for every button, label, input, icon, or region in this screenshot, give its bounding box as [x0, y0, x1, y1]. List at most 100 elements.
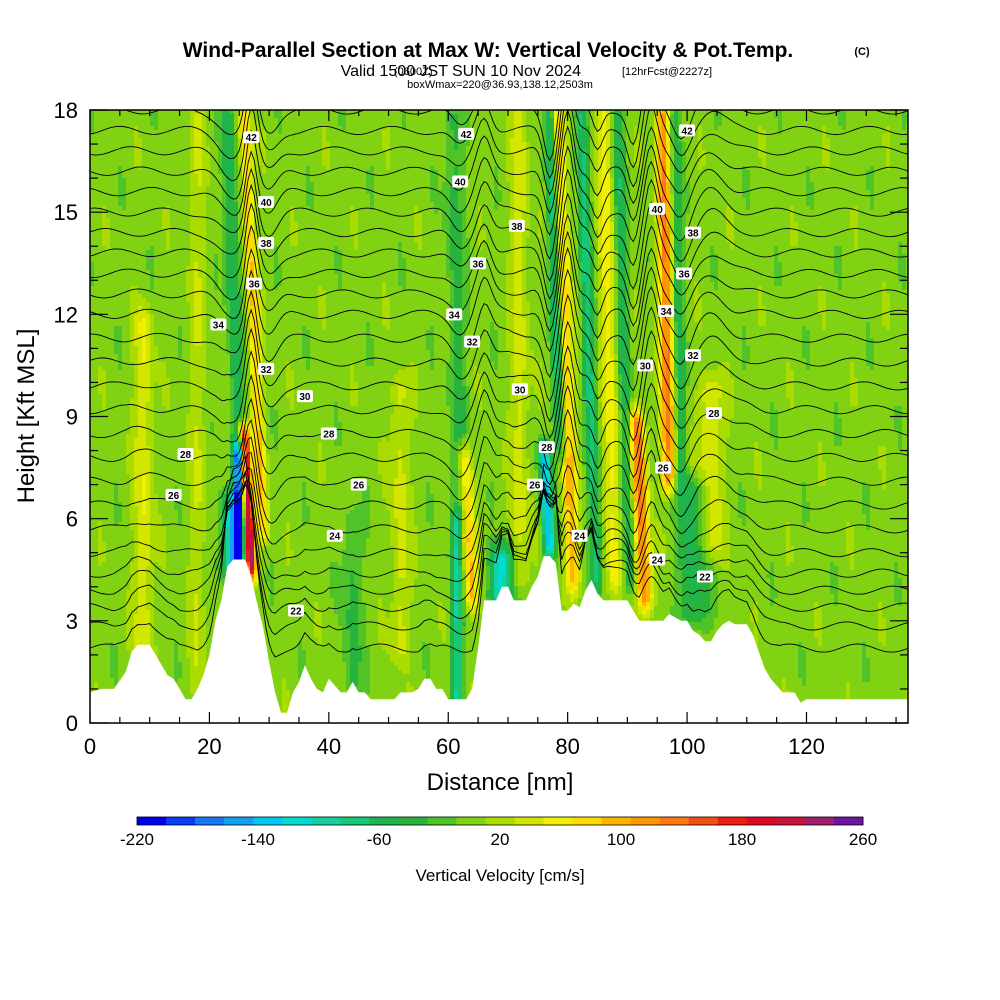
velocity-cell [110, 298, 115, 303]
velocity-cell [114, 334, 119, 339]
velocity-cell [102, 570, 107, 575]
velocity-cell [110, 178, 115, 183]
velocity-cell [102, 194, 107, 199]
velocity-cell [94, 406, 99, 411]
velocity-cell [114, 506, 119, 511]
velocity-cell [114, 462, 119, 467]
velocity-cell [110, 602, 115, 607]
velocity-cell [102, 142, 107, 147]
velocity-cell [106, 286, 111, 291]
velocity-cell [94, 398, 99, 403]
velocity-cell [94, 534, 99, 539]
velocity-cell [106, 634, 111, 639]
velocity-cell [98, 510, 103, 515]
velocity-cell [110, 278, 115, 283]
velocity-cell [106, 282, 111, 287]
velocity-cell [106, 386, 111, 391]
velocity-cell [110, 218, 115, 223]
velocity-cell [102, 430, 107, 435]
velocity-cell [106, 114, 111, 119]
velocity-cell [102, 542, 107, 547]
velocity-cell [98, 466, 103, 471]
velocity-cell [94, 402, 99, 407]
velocity-cell [110, 506, 115, 511]
velocity-cell [98, 450, 103, 455]
velocity-cell [106, 290, 111, 295]
velocity-cell [94, 150, 99, 155]
velocity-cell [118, 262, 123, 267]
velocity-cell [94, 486, 99, 491]
velocity-cell [98, 582, 103, 587]
velocity-cell [106, 454, 111, 459]
velocity-cell [102, 630, 107, 635]
velocity-cell [114, 394, 119, 399]
velocity-cell [110, 350, 115, 355]
velocity-cell [94, 566, 99, 571]
velocity-cell [102, 558, 107, 563]
velocity-cell [122, 226, 127, 231]
velocity-cell [98, 150, 103, 155]
velocity-cell [106, 526, 111, 531]
velocity-cell [114, 670, 119, 675]
velocity-cell [106, 206, 111, 211]
velocity-cell [114, 254, 119, 259]
velocity-cell [94, 674, 99, 679]
velocity-cell [106, 166, 111, 171]
velocity-cell [98, 486, 103, 491]
velocity-cell [114, 374, 119, 379]
velocity-cell [118, 394, 123, 399]
velocity-cell [114, 498, 119, 503]
velocity-cell [122, 258, 127, 263]
velocity-cell [110, 594, 115, 599]
velocity-cell [118, 410, 123, 415]
velocity-cell [122, 190, 127, 195]
velocity-cell [106, 142, 111, 147]
velocity-cell [98, 494, 103, 499]
velocity-cell [110, 514, 115, 519]
velocity-cell [102, 594, 107, 599]
velocity-cell [98, 326, 103, 331]
velocity-cell [98, 178, 103, 183]
velocity-cell [122, 198, 127, 203]
velocity-cell [98, 222, 103, 227]
velocity-cell [106, 650, 111, 655]
velocity-cell [102, 122, 107, 127]
velocity-cell [118, 542, 123, 547]
velocity-cell [102, 346, 107, 351]
velocity-cell [118, 142, 123, 147]
velocity-cell [94, 630, 99, 635]
velocity-cell [122, 174, 127, 179]
velocity-cell [94, 606, 99, 611]
velocity-cell [106, 330, 111, 335]
velocity-cell [118, 630, 123, 635]
velocity-cell [122, 286, 127, 291]
velocity-cell [122, 298, 127, 303]
velocity-cell [114, 410, 119, 415]
velocity-cell [106, 638, 111, 643]
velocity-cell [102, 466, 107, 471]
velocity-cell [122, 166, 127, 171]
velocity-cell [102, 326, 107, 331]
velocity-cell [102, 218, 107, 223]
velocity-cell [98, 558, 103, 563]
velocity-cell [110, 646, 115, 651]
velocity-cell [114, 142, 119, 147]
velocity-cell [94, 258, 99, 263]
velocity-cell [94, 530, 99, 535]
velocity-cell [114, 566, 119, 571]
velocity-cell [98, 318, 103, 323]
velocity-cell [118, 326, 123, 331]
velocity-cell [106, 554, 111, 559]
velocity-cell [94, 366, 99, 371]
velocity-cell [94, 622, 99, 627]
velocity-cell [118, 122, 123, 127]
velocity-cell [102, 114, 107, 119]
velocity-cell [122, 270, 127, 275]
velocity-cell [106, 466, 111, 471]
velocity-cell [110, 190, 115, 195]
velocity-cell [94, 426, 99, 431]
velocity-cell [106, 122, 111, 127]
velocity-cell [94, 678, 99, 683]
velocity-cell [118, 238, 123, 243]
velocity-cell [106, 538, 111, 543]
